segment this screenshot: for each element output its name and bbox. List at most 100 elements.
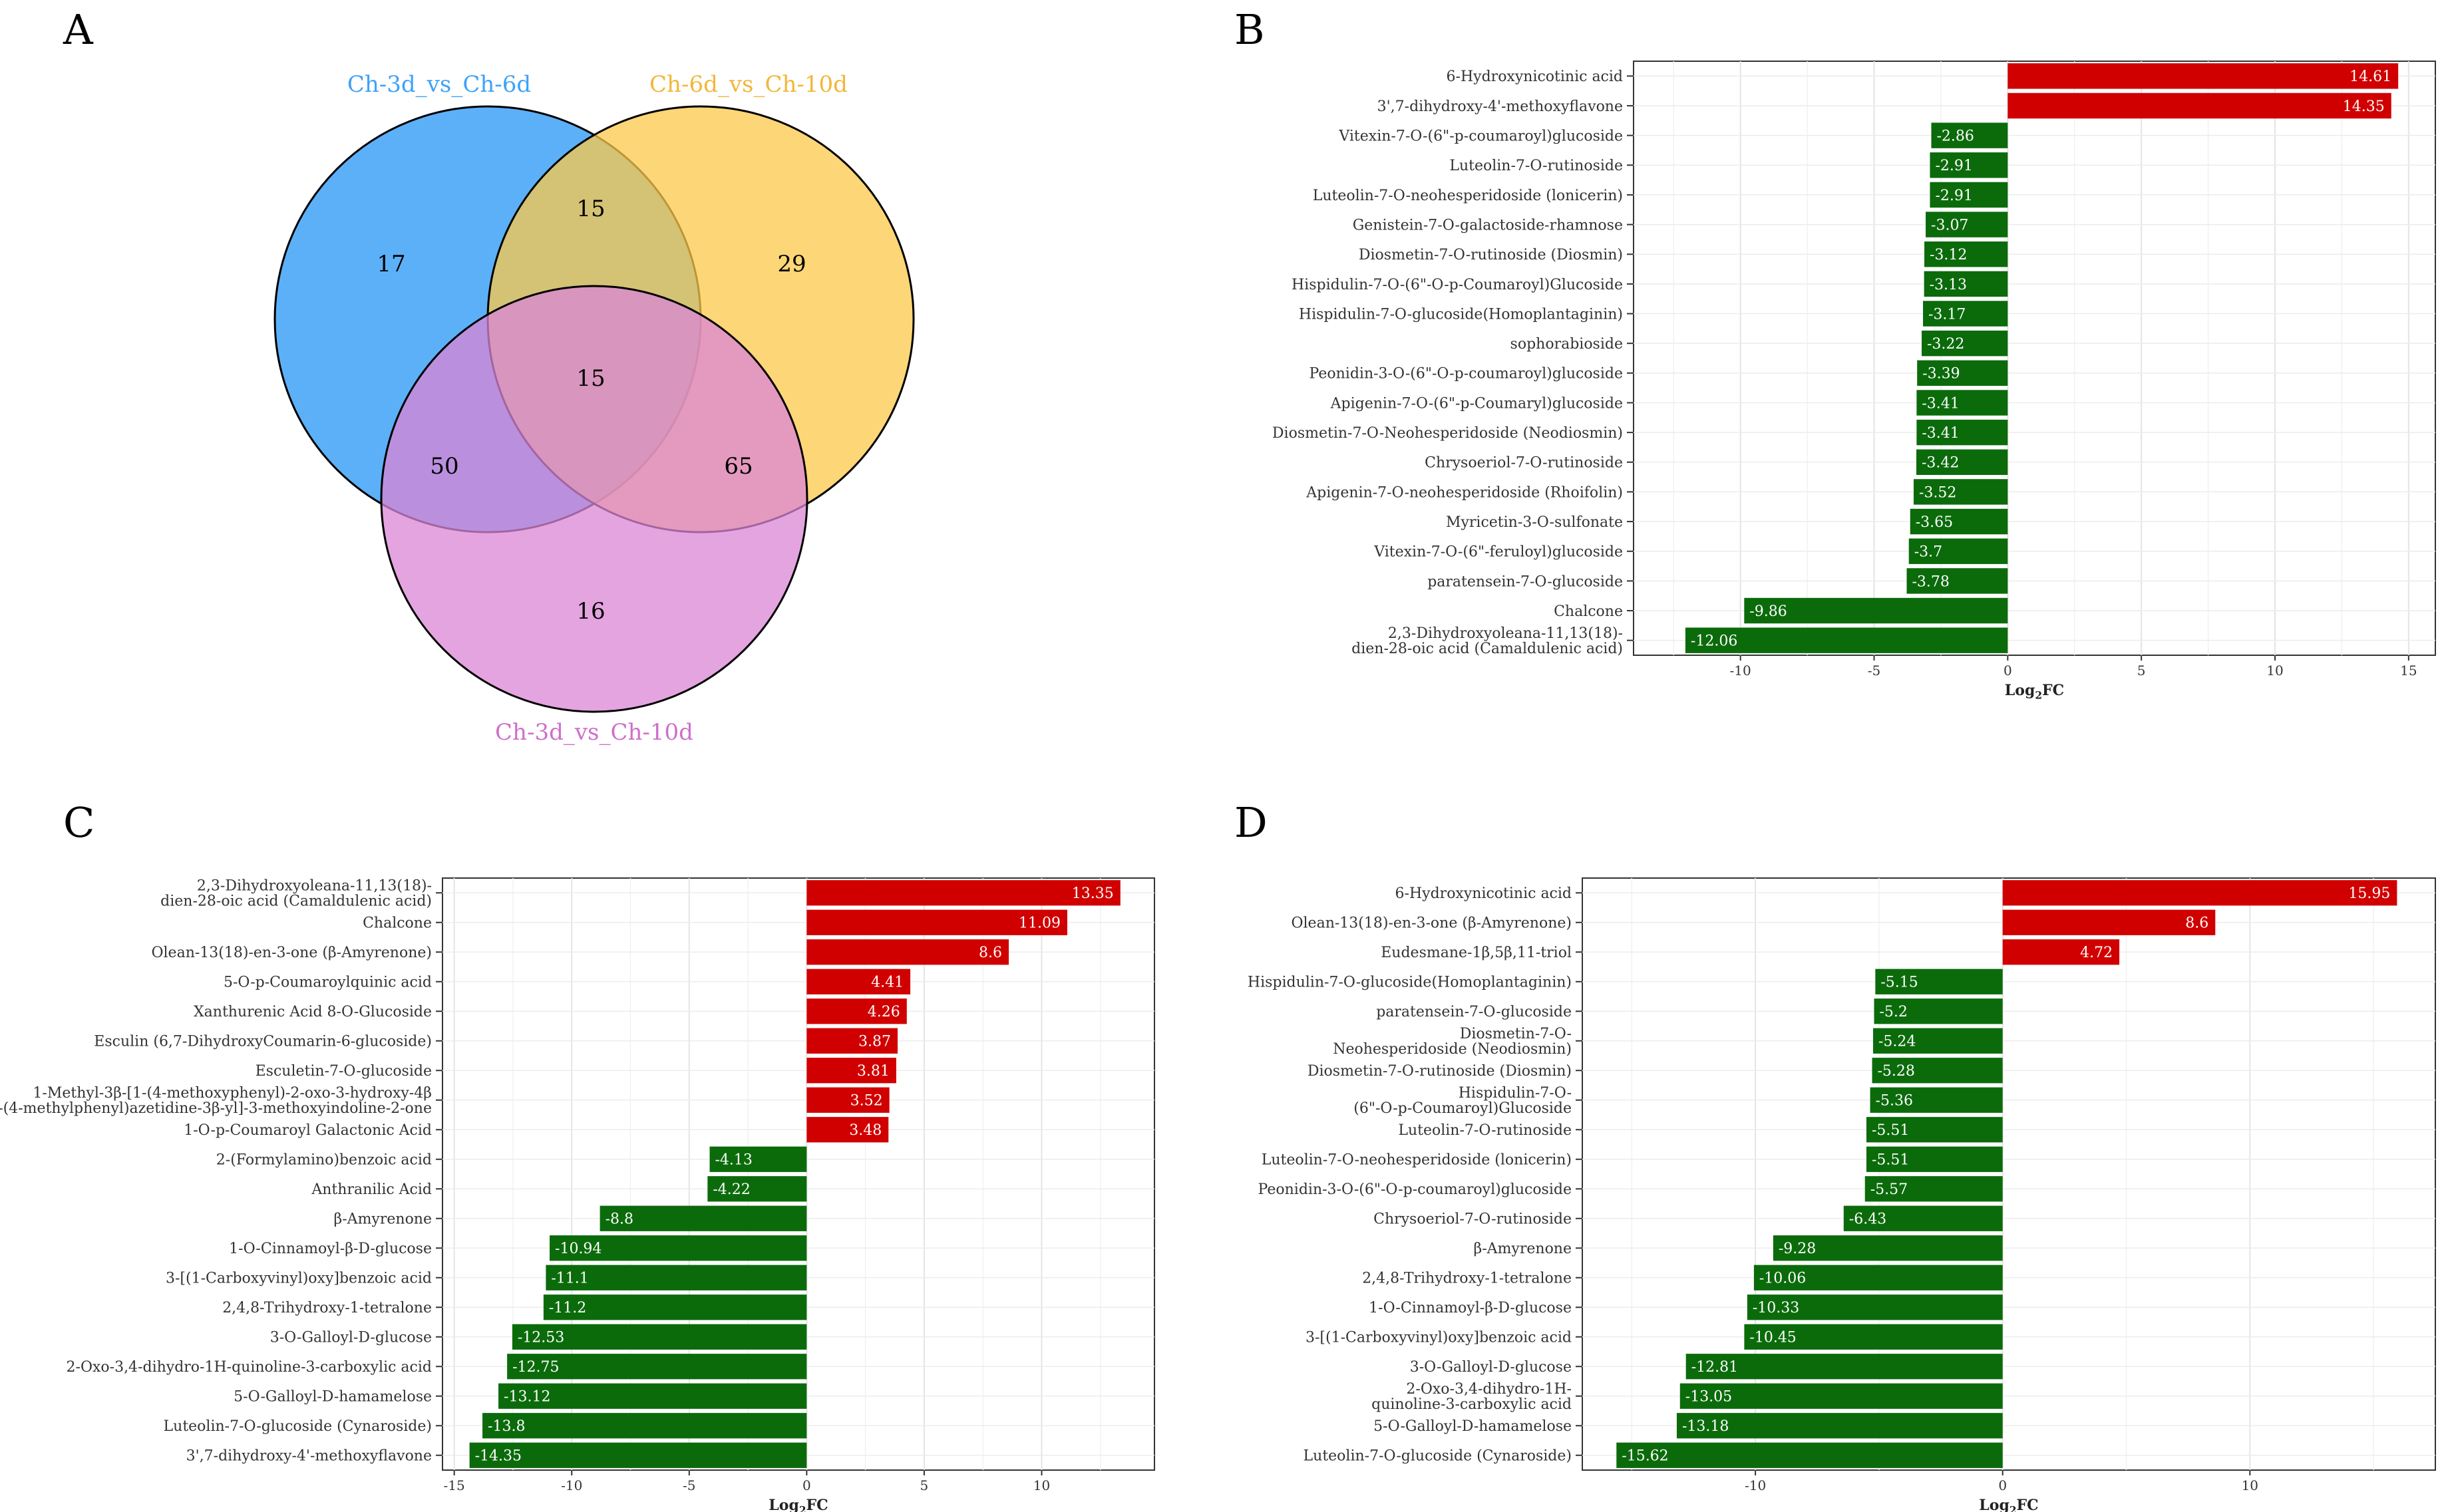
category-label: 3-O-Galloyl-D-glucose bbox=[270, 1330, 432, 1346]
category-label: Vitexin-7-O-(6"-feruloyl)glucoside bbox=[1373, 544, 1623, 561]
x-tick-label: 10 bbox=[2242, 1477, 2258, 1493]
category-label: β-Amyrenone bbox=[1474, 1241, 1572, 1257]
data-label: -3.07 bbox=[1931, 217, 1968, 233]
category-label: Chalcone bbox=[1554, 603, 1623, 620]
panel-label-c: C bbox=[63, 798, 95, 847]
data-label: -5.15 bbox=[1880, 975, 1918, 991]
data-label: -9.86 bbox=[1749, 603, 1787, 620]
data-label: -3.39 bbox=[1922, 366, 1960, 382]
bar bbox=[806, 939, 1009, 965]
data-label: 3.87 bbox=[858, 1034, 891, 1050]
bar bbox=[1917, 360, 2008, 386]
data-label: -15.62 bbox=[1622, 1448, 1668, 1465]
category-label: 3-[(1-Carboxyvinyl)oxy]benzoic acid bbox=[1306, 1330, 1572, 1346]
data-label: -5.57 bbox=[1870, 1181, 1908, 1198]
bar bbox=[1921, 330, 2008, 357]
category-label: 2,4,8-Trihydroxy-1-tetralone bbox=[222, 1300, 432, 1316]
bar bbox=[806, 909, 1067, 935]
bar bbox=[2002, 939, 2120, 965]
data-label: 14.61 bbox=[2350, 69, 2391, 85]
plot-frame bbox=[1633, 61, 2436, 656]
data-label: -5.24 bbox=[1878, 1034, 1916, 1050]
category-label: dien-28-oic acid (Camaldulenic acid) bbox=[160, 893, 432, 910]
venn-count-all-three: 15 bbox=[576, 365, 605, 392]
bar bbox=[1930, 152, 2008, 178]
x-tick-label: -10 bbox=[1730, 663, 1751, 679]
bar bbox=[1926, 212, 2008, 237]
x-tick-label: 10 bbox=[1033, 1477, 1050, 1493]
category-label: Peonidin-3-O-(6"-O-p-coumaroyl)glucoside bbox=[1258, 1181, 1572, 1198]
category-label: Hispidulin-7-O- bbox=[1459, 1085, 1572, 1102]
venn-count-3d-6d-and-6d-10d: 15 bbox=[576, 196, 605, 222]
category-label: 1-Methyl-3β-[1-(4-methoxyphenyl)-2-oxo-3… bbox=[33, 1085, 432, 1102]
bar bbox=[1930, 182, 2008, 208]
bar bbox=[1773, 1235, 2003, 1261]
bar bbox=[1872, 1058, 2003, 1084]
bar bbox=[1747, 1294, 2003, 1320]
data-label: 13.35 bbox=[1072, 885, 1114, 902]
category-label: Luteolin-7-O-neohesperidoside (lonicerin… bbox=[1262, 1152, 1572, 1169]
x-tick-label: 10 bbox=[2266, 663, 2283, 679]
bar bbox=[806, 1028, 898, 1054]
venn-count-3d-6d-and-3d-10d: 50 bbox=[430, 453, 458, 480]
category-label: Luteolin-7-O-rutinoside bbox=[1449, 158, 1623, 174]
x-axis-title: Log2FC bbox=[769, 1497, 828, 1512]
bar bbox=[1916, 419, 2008, 446]
panel-label-d: D bbox=[1234, 798, 1268, 847]
bar bbox=[709, 1146, 807, 1172]
category-label: Xanthurenic Acid 8-O-Glucoside bbox=[194, 1004, 432, 1020]
category-label: Hispidulin-7-O-glucoside(Homoplantaginin… bbox=[1248, 975, 1572, 991]
category-label: Hispidulin-7-O-(6"-O-p-Coumaroyl)Glucosi… bbox=[1292, 277, 1623, 293]
bar bbox=[806, 1087, 890, 1113]
data-label: -10.94 bbox=[555, 1241, 602, 1257]
category-label: 2-Oxo-3,4-dihydro-1H- bbox=[1406, 1381, 1572, 1398]
venn-diagram: Ch-3d_vs_Ch-6d Ch-6d_vs_Ch-10d Ch-3d_vs_… bbox=[273, 71, 915, 746]
bar bbox=[507, 1354, 807, 1380]
bar bbox=[806, 1117, 889, 1143]
bar bbox=[1872, 1028, 2003, 1054]
data-label: -3.12 bbox=[1930, 247, 1967, 263]
bar bbox=[1753, 1265, 2003, 1290]
category-label: 3-[(1-Carboxyvinyl)oxy]benzoic acid bbox=[166, 1271, 432, 1287]
bar-chart-c: 13.35 2,3-Dihydroxyoleana-11,13(18)-dien-… bbox=[0, 877, 1155, 1512]
bar bbox=[1924, 241, 2008, 267]
category-label: Eudesmane-1β,5β,11-triol bbox=[1381, 945, 1572, 961]
bar bbox=[1616, 1442, 2003, 1468]
data-label: -13.12 bbox=[504, 1389, 550, 1406]
venn-circle-3d-10d bbox=[380, 285, 808, 713]
data-label: 11.09 bbox=[1019, 915, 1061, 932]
bar bbox=[482, 1413, 807, 1439]
bar bbox=[550, 1235, 807, 1261]
bar bbox=[1908, 538, 2008, 564]
bar bbox=[1916, 390, 2008, 416]
category-label: 3-O-Galloyl-D-glucose bbox=[1410, 1359, 1572, 1376]
data-label: -10.45 bbox=[1749, 1330, 1796, 1346]
bar bbox=[1874, 998, 2003, 1024]
data-label: 3.81 bbox=[857, 1063, 890, 1080]
bar bbox=[546, 1265, 807, 1290]
data-label: -5.51 bbox=[1872, 1122, 1909, 1139]
data-label: -12.75 bbox=[512, 1359, 559, 1376]
bar bbox=[498, 1383, 807, 1409]
bar bbox=[1870, 1087, 2003, 1113]
bar bbox=[1744, 1324, 2003, 1350]
bar bbox=[1866, 1146, 2003, 1172]
bar bbox=[1744, 597, 2008, 624]
data-label: -3.42 bbox=[1922, 455, 1959, 472]
data-label: -5.51 bbox=[1872, 1152, 1909, 1169]
plot-frame bbox=[1582, 877, 2436, 1471]
data-label: -3.78 bbox=[1912, 573, 1950, 590]
category-label: Myricetin-3-O-sulfonate bbox=[1446, 514, 1623, 531]
data-label: -10.33 bbox=[1753, 1300, 1799, 1316]
category-label: 2,4,8-Trihydroxy-1-tetralone bbox=[1362, 1271, 1572, 1287]
category-label: paratensein-7-O-glucoside bbox=[1376, 1004, 1572, 1020]
data-label: -4.13 bbox=[715, 1152, 753, 1169]
bar bbox=[512, 1324, 807, 1350]
category-label: 3',7-dihydroxy-4'-methoxyflavone bbox=[1377, 98, 1623, 115]
x-tick-label: 0 bbox=[2004, 663, 2012, 679]
bar bbox=[1913, 479, 2008, 505]
bar bbox=[707, 1176, 807, 1202]
data-label: -13.18 bbox=[1682, 1418, 1729, 1435]
bar bbox=[2008, 63, 2399, 89]
category-label: Luteolin-7-O-glucoside (Cynaroside) bbox=[1304, 1448, 1572, 1465]
